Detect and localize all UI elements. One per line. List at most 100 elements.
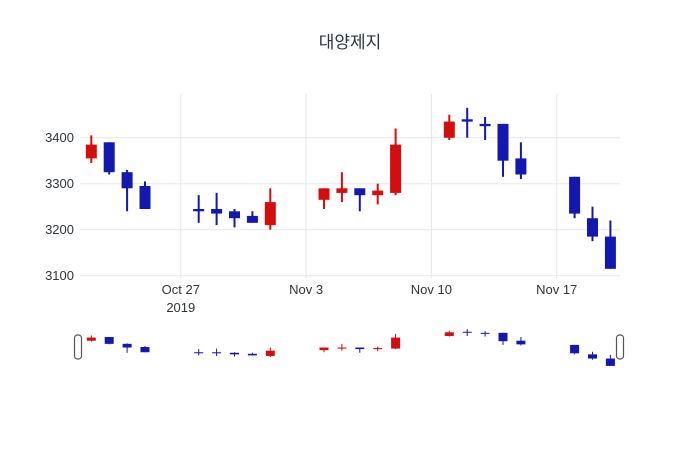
candle-body — [229, 211, 240, 219]
candle-body — [193, 209, 205, 212]
rangeslider-candle-body — [337, 347, 347, 349]
rangeslider-candle — [391, 333, 401, 350]
candles-layer — [85, 107, 616, 269]
y-tick-label: 3300 — [45, 176, 74, 191]
candle-body — [103, 142, 115, 173]
candlestick[interactable] — [354, 188, 366, 212]
candlestick[interactable] — [569, 176, 581, 219]
y-tick-label: 3400 — [45, 130, 74, 145]
rangeslider-candle — [230, 352, 239, 357]
candlestick[interactable] — [587, 206, 598, 242]
candle-body — [121, 172, 133, 189]
rangeslider-candle — [194, 349, 204, 356]
candlestick[interactable] — [390, 128, 402, 196]
rangeslider-candle-body — [462, 331, 472, 333]
candlestick[interactable] — [318, 188, 330, 209]
rangeslider-candle — [247, 352, 257, 356]
candle-body — [497, 123, 509, 161]
rangeslider-candle — [355, 347, 365, 353]
rangeslider-candle-body — [319, 347, 329, 351]
candlestick[interactable] — [139, 181, 151, 209]
candle-body — [264, 202, 276, 226]
candlestick[interactable] — [85, 135, 97, 163]
candlestick[interactable] — [336, 172, 348, 203]
candlestick[interactable] — [497, 123, 509, 177]
rangeslider-candle-body — [355, 347, 365, 350]
candlestick[interactable] — [246, 211, 258, 223]
x-axis-ticks: Oct 27 2019 Nov 3 Nov 10 Nov 17 — [162, 282, 578, 315]
rangeslider-candle — [122, 343, 132, 353]
rangeslider-candle-body — [605, 358, 615, 366]
candlestick[interactable] — [461, 107, 473, 138]
rangeslider-candle — [462, 329, 472, 336]
rangeslider-candle-body — [444, 332, 454, 336]
candle-body — [515, 158, 527, 175]
candlestick[interactable] — [264, 188, 276, 230]
rangeslider-candle-body — [570, 344, 580, 354]
rangeslider-candle — [570, 344, 580, 355]
x-tick-label: Oct 27 — [162, 282, 200, 297]
x-tick-label: Nov 3 — [289, 282, 323, 297]
rangeslider-candle — [516, 337, 526, 346]
candle-body — [139, 186, 151, 209]
rangeslider-candle-body — [86, 337, 96, 341]
rangeslider-candle-body — [140, 347, 150, 353]
rangeslider-candle — [588, 351, 597, 360]
rangeslider-candle — [373, 346, 383, 352]
rangeslider-candle — [140, 345, 150, 353]
rangeslider-candle-body — [212, 352, 222, 354]
candle-body — [318, 188, 330, 200]
rangeslider-left-handle[interactable] — [73, 334, 83, 360]
rangeslider-right-handle[interactable] — [615, 334, 625, 360]
candle-body — [372, 190, 384, 196]
rangeslider-candle — [265, 347, 275, 357]
candle-body — [390, 144, 402, 193]
candlestick[interactable] — [193, 195, 205, 223]
candle-body — [85, 144, 97, 159]
candle-body — [211, 209, 223, 214]
rangeslider-candle-body — [373, 348, 383, 350]
rangeslider-candle-body — [194, 352, 204, 354]
y-axis-ticks: 3400 3300 3200 3100 — [45, 130, 74, 283]
rangeslider-candle-body — [480, 332, 490, 334]
candle-body — [246, 215, 258, 223]
candlestick[interactable] — [103, 142, 115, 175]
candlestick[interactable] — [211, 192, 223, 226]
rangeslider-candle — [337, 343, 347, 351]
rangeslider-candle — [444, 330, 454, 337]
candle-body — [461, 119, 473, 122]
rangeslider-candle — [480, 331, 490, 337]
rangeslider-candle — [605, 354, 615, 366]
rangeslider-candle-body — [498, 332, 508, 342]
rangeslider-candle — [86, 335, 96, 342]
rangeslider-candle-body — [230, 352, 239, 355]
rangeslider-candle-body — [104, 337, 114, 344]
candlestick[interactable] — [121, 169, 133, 212]
candlestick[interactable] — [443, 114, 455, 140]
x-tick-label: Nov 17 — [536, 282, 577, 297]
rangeslider-candle-body — [516, 340, 526, 345]
candle-body — [604, 236, 616, 269]
rangeslider-candle-body — [247, 353, 257, 356]
candlestick[interactable] — [372, 183, 384, 205]
candle-body — [587, 218, 598, 237]
candle-body — [569, 176, 581, 214]
rangeslider-candle-body — [122, 343, 132, 348]
candlestick[interactable] — [479, 117, 491, 140]
candlestick[interactable] — [515, 142, 527, 180]
y-tick-label: 3100 — [45, 268, 74, 283]
candlestick[interactable] — [604, 220, 616, 269]
candle-body — [443, 121, 455, 138]
rangeslider-candle-body — [265, 350, 275, 356]
rangeslider-candle — [498, 332, 508, 345]
rangeslider-candle — [104, 337, 114, 345]
rangeslider[interactable] — [73, 329, 625, 366]
candle-body — [336, 188, 348, 193]
chart-title: 대양제지 — [319, 33, 382, 52]
rangeslider-candle — [212, 348, 222, 356]
rangeslider-candle-body — [588, 354, 597, 359]
candlestick[interactable] — [229, 209, 240, 228]
y-tick-label: 3200 — [45, 222, 74, 237]
